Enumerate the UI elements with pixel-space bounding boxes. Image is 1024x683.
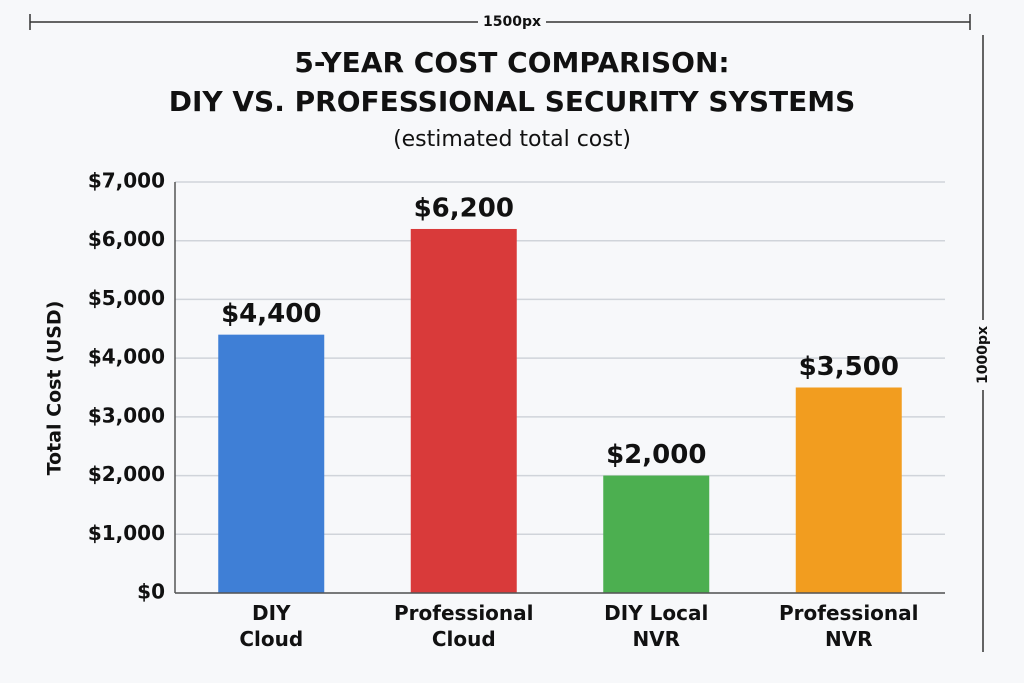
width-annotation: 1500px [483,14,541,30]
bar [410,228,517,593]
chart-subtitle: (estimated total cost) [393,127,631,152]
bar [795,387,902,593]
value-label: $3,500 [799,352,899,382]
y-tick-label: $2,000 [88,462,165,486]
annotation-bg [974,320,994,390]
chart-title: DIY VS. PROFESSIONAL SECURITY SYSTEMS [169,85,856,118]
x-tick-label: Professional Cloud [393,601,534,651]
y-tick-label: $5,000 [88,286,165,310]
height-annotation: 1000px [975,326,991,384]
bar [603,475,710,593]
y-tick-label: $7,000 [88,169,165,193]
y-tick-label: $0 [137,580,165,604]
bar [218,334,325,593]
y-tick-label: $4,000 [88,345,165,369]
value-label: $6,200 [414,193,514,223]
annotation-bg [478,12,546,32]
value-label: $2,000 [606,440,706,470]
y-axis-label: Total Cost (USD) [44,301,66,476]
y-tick-label: $6,000 [88,227,165,251]
y-tick-label: $3,000 [88,403,165,427]
y-tick-label: $1,000 [88,521,165,545]
x-tick-label: DIY Cloud [239,601,304,651]
chart-title: 5-YEAR COST COMPARISON: [294,46,729,79]
value-label: $4,400 [221,299,321,329]
x-tick-label: DIY Local NVR [604,601,709,651]
x-tick-label: Professional NVR [778,601,919,651]
